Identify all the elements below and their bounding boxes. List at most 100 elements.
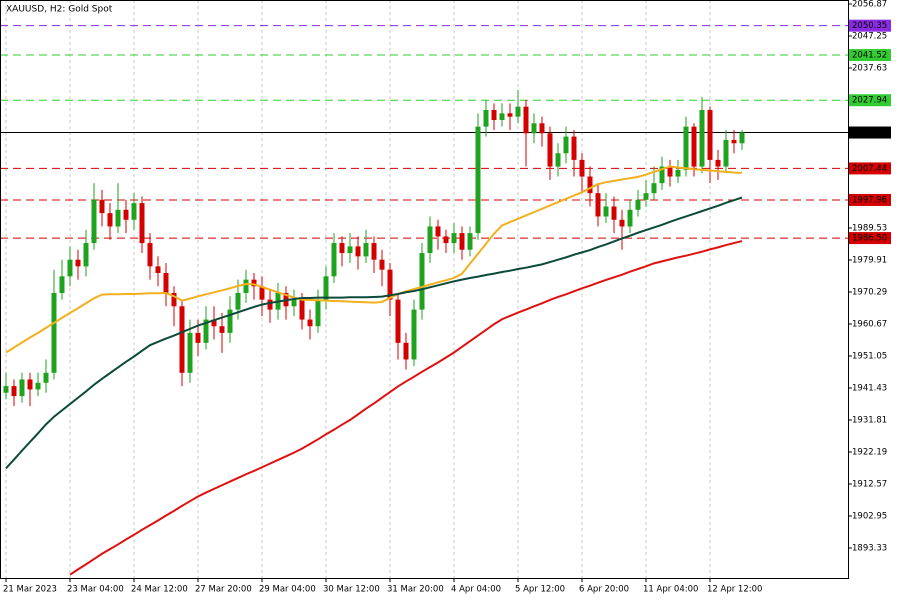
candle-body [315, 299, 321, 327]
candle-body [35, 382, 41, 390]
candle-body [59, 276, 65, 293]
candle-body [539, 123, 545, 134]
candle-body [723, 139, 729, 167]
candle-body [331, 243, 337, 277]
y-tick-label: 1912.57 [852, 479, 887, 489]
candle-body [635, 199, 641, 210]
candle-body [659, 166, 665, 184]
candle-body [123, 209, 129, 220]
candle-body [571, 136, 577, 160]
candle-body [267, 299, 273, 310]
candle-body [523, 106, 529, 134]
price-label: 2050.35 [852, 21, 887, 31]
y-tick-label: 1970.29 [852, 287, 887, 297]
candle-body [155, 266, 161, 273]
candle-body [379, 259, 385, 270]
candle-body [515, 106, 521, 117]
candle-body [251, 279, 257, 287]
candle-body [427, 226, 433, 254]
candle-body [91, 199, 97, 244]
price-label-box [849, 49, 891, 62]
price-label-box [849, 94, 891, 107]
candle-body [499, 113, 505, 120]
y-tick-label: 2056.87 [852, 0, 887, 9]
candle-body [491, 110, 497, 120]
candle-body [547, 133, 553, 167]
candle-body [115, 209, 121, 227]
price-label: 2027.94 [852, 96, 887, 106]
candle-body [643, 193, 649, 200]
candle-body [43, 372, 49, 383]
candle-body [227, 309, 233, 333]
candle-body [475, 126, 481, 234]
candle-body [627, 209, 633, 227]
candle-body [563, 136, 569, 154]
candle-body [363, 243, 369, 257]
candle-body [531, 123, 537, 134]
candle-body [443, 236, 449, 244]
candle-body [595, 193, 601, 217]
candle-body [19, 379, 25, 397]
y-tick-label: 1941.43 [852, 383, 887, 393]
candle-body [299, 299, 305, 320]
candle-body [131, 203, 137, 220]
candle-body [387, 269, 393, 300]
y-tick-label: 1979.91 [852, 255, 887, 265]
candle-body [667, 166, 673, 177]
x-tick-label: 12 Apr 12:00 [707, 585, 762, 595]
price-label-box [849, 126, 891, 139]
x-tick-label: 11 Apr 04:00 [643, 585, 698, 595]
candle-body [675, 169, 681, 177]
candle-body [139, 203, 145, 244]
candle-body [211, 319, 217, 327]
y-tick-label: 1922.19 [852, 447, 887, 457]
candle-body [51, 292, 57, 373]
candle-body [75, 259, 81, 267]
candle-body [219, 326, 225, 333]
candle-body [731, 139, 737, 144]
y-tick-label: 1931.81 [852, 415, 887, 425]
candle-body [459, 233, 465, 250]
candle-body [467, 233, 473, 250]
candle-body [187, 332, 193, 373]
plot-area [0, 0, 848, 578]
moving-average [5, 196, 743, 469]
y-tick-label: 1902.95 [852, 511, 887, 521]
candle-body [411, 309, 417, 360]
candle-body [739, 132, 745, 144]
candle-body [3, 386, 9, 393]
price-label-box [849, 193, 891, 206]
candle-body [619, 219, 625, 227]
candle-body [355, 246, 361, 257]
candle-body [11, 386, 17, 397]
candle-body [483, 110, 489, 127]
candle-body [587, 176, 593, 194]
candle-body [323, 276, 329, 300]
candle-body [371, 243, 377, 260]
x-tick-label: 5 Apr 12:00 [515, 585, 565, 595]
y-tick-label: 1951.05 [852, 351, 887, 361]
candle-body [83, 243, 89, 267]
candle-body [163, 272, 169, 293]
candle-body [555, 153, 561, 167]
candle-body [699, 110, 705, 167]
candle-body [259, 286, 265, 300]
candle-body [179, 306, 185, 373]
x-tick-label: 30 Mar 12:00 [323, 585, 380, 595]
candle-body [203, 319, 209, 343]
x-tick-label: 31 Mar 20:00 [387, 585, 444, 595]
candle-body [107, 213, 113, 227]
price-label-box [849, 162, 891, 175]
candle-body [243, 279, 249, 293]
x-tick-label: 29 Mar 04:00 [259, 585, 316, 595]
y-tick-label: 2047.25 [852, 31, 887, 41]
price-label-box [849, 19, 891, 32]
candle-body [27, 379, 33, 390]
candle-body [347, 246, 353, 254]
y-tick-label: 1989.53 [852, 223, 887, 233]
x-tick-label: 23 Mar 04:00 [67, 585, 124, 595]
x-tick-label: 4 Apr 04:00 [451, 585, 501, 595]
x-tick-label: 24 Mar 12:00 [131, 585, 188, 595]
candle-body [67, 259, 73, 277]
